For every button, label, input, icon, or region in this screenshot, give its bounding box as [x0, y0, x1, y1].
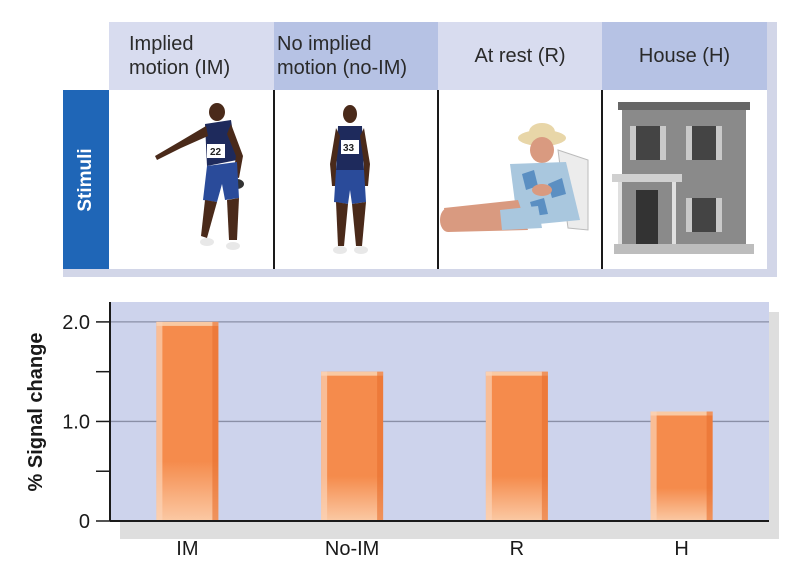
bar-edge-shade: [212, 321, 219, 521]
bar-edge-light: [156, 321, 163, 521]
bar-edge-light: [485, 371, 492, 521]
column-divider: [437, 90, 439, 269]
runner-implied-motion-image: 22: [155, 103, 244, 250]
header-no-implied-motion: No implied motion (no-IM): [274, 22, 438, 90]
bar-edge-light: [650, 411, 657, 521]
bib-number-33: 33: [343, 143, 355, 154]
y-tick-label: 2.0: [62, 312, 90, 334]
runner-standing-image: 33: [330, 105, 370, 254]
y-tick-label: 1.0: [62, 411, 90, 433]
man-in-lounge-chair-image: [440, 123, 589, 232]
bar-no-im: [321, 371, 384, 521]
stimuli-panel: Stimuli Implied motion (IM) No implied m…: [63, 22, 777, 277]
y-axis-label: % Signal change: [25, 333, 47, 492]
bar-edge-shade: [706, 411, 713, 521]
bar-r: [485, 371, 548, 521]
bib-number-22: 22: [210, 147, 222, 158]
header-at-rest: At rest (R): [438, 22, 602, 90]
bar-edge-shade: [377, 371, 384, 521]
x-tick-label-h: H: [674, 538, 688, 560]
stimulus-house: [602, 90, 767, 269]
header-implied-motion: Implied motion (IM): [109, 22, 274, 90]
stimuli-side-tab: [63, 90, 109, 269]
column-divider: [601, 90, 603, 269]
bar-top-highlight: [485, 371, 548, 376]
y-tick-label: 0: [79, 511, 90, 533]
bar-edge-shade: [541, 371, 548, 521]
x-tick-label-r: R: [510, 538, 524, 560]
two-story-house-image: [612, 102, 754, 254]
stimuli-side-label: Stimuli: [75, 148, 96, 212]
bar-top-highlight: [650, 411, 713, 416]
x-tick-label-im: IM: [176, 538, 198, 560]
signal-change-chart: IM No-IM R H 0 1.0 2.0 % Signal change: [25, 302, 779, 560]
bar-top-highlight: [156, 321, 219, 326]
bar-h: [650, 411, 713, 521]
column-divider: [273, 90, 275, 269]
stimulus-no-implied-motion: 33: [274, 90, 438, 269]
bar-top-highlight: [321, 371, 384, 376]
header-house: House (H): [602, 22, 767, 90]
x-tick-label-no-im: No-IM: [325, 538, 379, 560]
bar-im: [156, 321, 219, 521]
stimuli-table: Stimuli Implied motion (IM) No implied m…: [63, 22, 767, 269]
stimulus-at-rest: [438, 90, 602, 269]
stimulus-implied-motion: 22: [109, 90, 273, 269]
bar-edge-light: [321, 371, 328, 521]
